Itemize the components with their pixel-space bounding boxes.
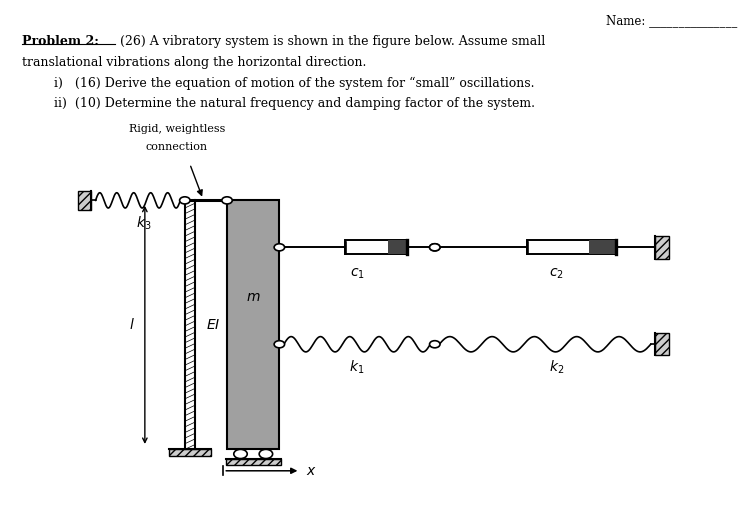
Text: $k_1$: $k_1$	[350, 359, 364, 376]
Text: connection: connection	[146, 142, 208, 152]
Text: $c_1$: $c_1$	[350, 267, 364, 281]
Text: $k_3$: $k_3$	[136, 214, 152, 232]
Circle shape	[179, 197, 190, 204]
Bar	[656, 333, 669, 356]
Text: ii)  (10) Determine the natural frequency and damping factor of the system.: ii) (10) Determine the natural frequency…	[43, 97, 536, 110]
Text: $x$: $x$	[305, 464, 316, 478]
Text: $k_2$: $k_2$	[548, 359, 564, 376]
Text: Problem 2:: Problem 2:	[22, 34, 99, 48]
Circle shape	[274, 244, 284, 251]
Bar	[345, 240, 406, 254]
Circle shape	[274, 341, 284, 348]
Bar	[227, 201, 279, 449]
Bar	[77, 191, 91, 209]
Bar	[656, 236, 669, 259]
Bar	[226, 459, 280, 465]
Text: Rigid, weightless: Rigid, weightless	[129, 124, 225, 134]
Circle shape	[234, 449, 248, 459]
Circle shape	[430, 341, 440, 348]
Text: (26) A vibratory system is shown in the figure below. Assume small: (26) A vibratory system is shown in the …	[116, 34, 546, 48]
Bar	[589, 240, 616, 254]
Text: $l$: $l$	[128, 318, 134, 332]
Text: $c_2$: $c_2$	[549, 267, 564, 281]
Circle shape	[222, 197, 232, 204]
Circle shape	[430, 244, 440, 251]
Text: $m$: $m$	[246, 290, 260, 304]
Bar	[169, 449, 211, 456]
Text: translational vibrations along the horizontal direction.: translational vibrations along the horiz…	[22, 56, 367, 69]
Bar	[527, 240, 616, 254]
Text: i)   (16) Derive the equation of motion of the system for “small” oscillations.: i) (16) Derive the equation of motion of…	[43, 77, 535, 90]
Circle shape	[260, 449, 273, 459]
Text: Name: _______________: Name: _______________	[606, 14, 737, 27]
Circle shape	[430, 244, 440, 251]
Text: $EI$: $EI$	[206, 318, 220, 332]
Bar	[388, 240, 406, 254]
